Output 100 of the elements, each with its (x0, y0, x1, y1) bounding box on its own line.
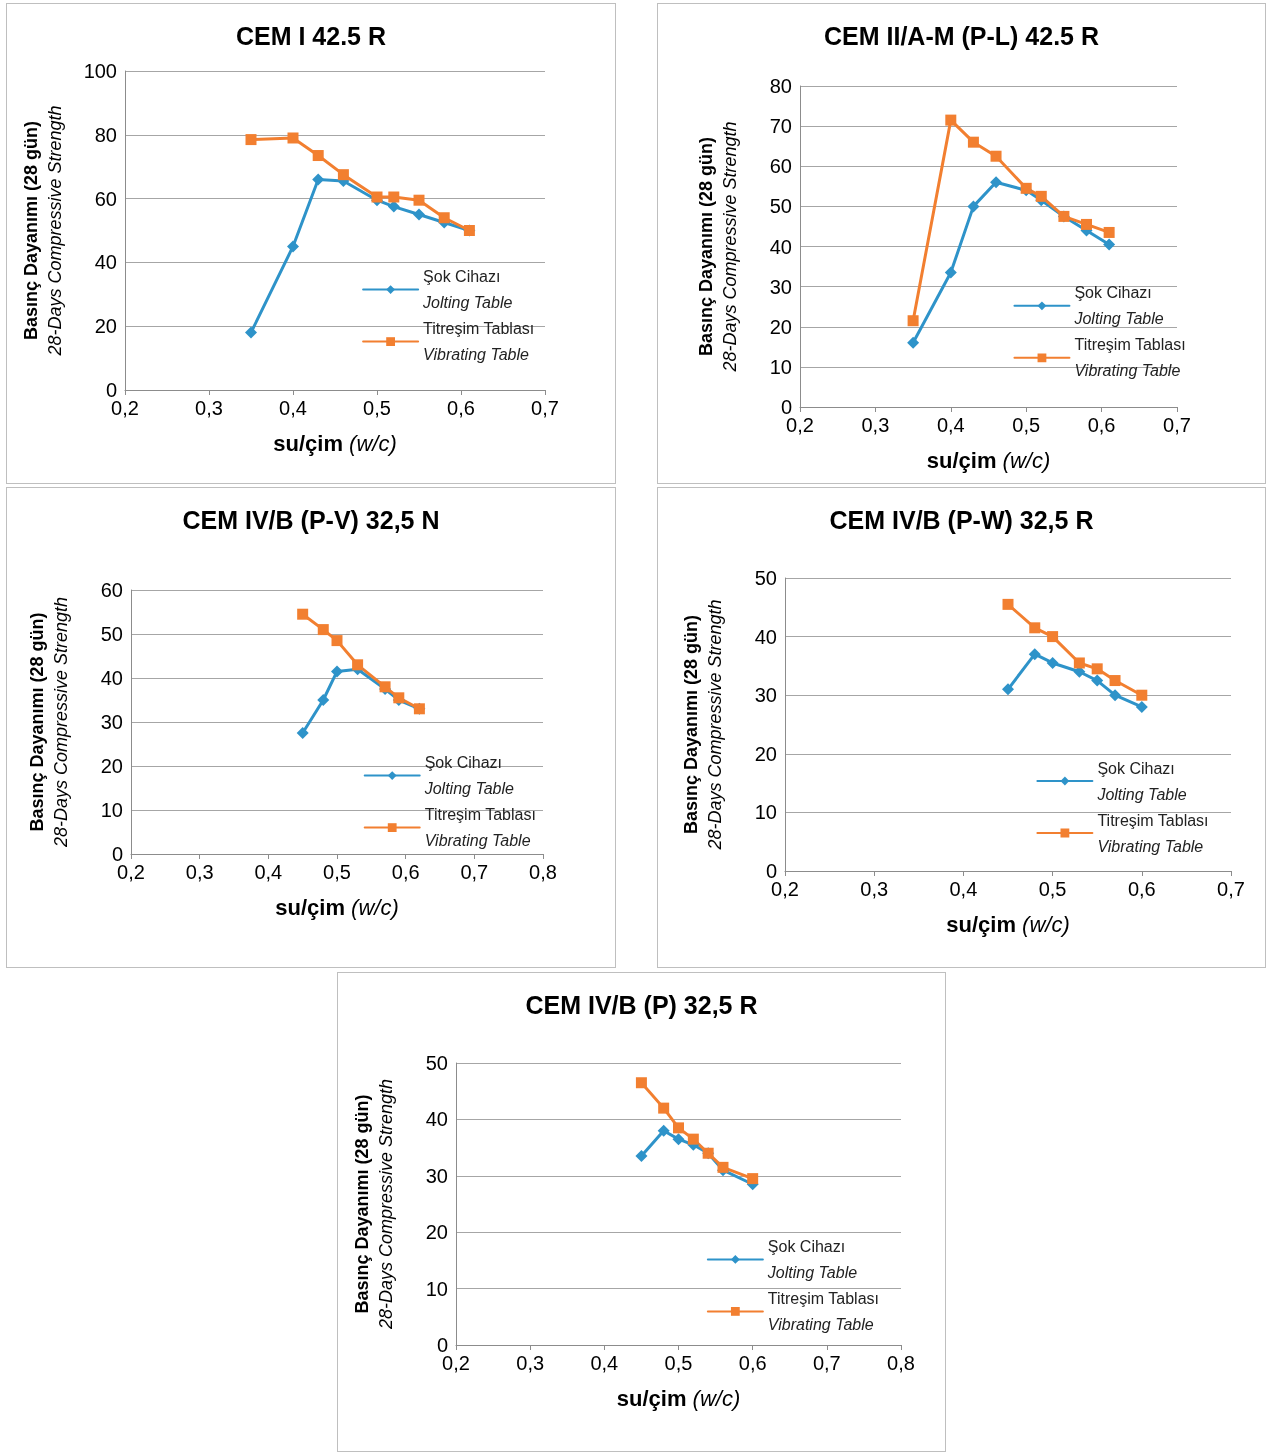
chart-title: CEM IV/B (P-V) 32,5 N (182, 505, 440, 534)
legend-label: Şok Cihazı Jolting Table (1096, 759, 1187, 803)
point (1091, 663, 1103, 675)
y-tick-label: 10 (769, 355, 792, 378)
x-tick-label: 0,6 (738, 1352, 767, 1374)
point (944, 266, 957, 279)
y-tick-label: 10 (425, 1277, 448, 1300)
y-tick-label: 30 (425, 1164, 448, 1187)
y-tick-label: 60 (100, 579, 123, 601)
x-tick-label: 0,5 (1012, 414, 1041, 436)
point (945, 114, 957, 126)
point (438, 212, 450, 224)
x-tick-label: 0,5 (664, 1352, 693, 1374)
x-tick-label: 0,3 (195, 397, 223, 419)
x-tick-label: 0,6 (1087, 414, 1116, 436)
point (1091, 674, 1104, 687)
point (1035, 190, 1047, 202)
point (658, 1102, 670, 1114)
y-tick-label: 80 (94, 123, 117, 146)
point (312, 150, 324, 162)
point (245, 326, 257, 339)
x-tick-label: 0,7 (1217, 878, 1245, 900)
y-tick-label: 50 (425, 1052, 448, 1074)
x-tick-label: 0,4 (936, 414, 965, 436)
point (672, 1133, 685, 1146)
point (1135, 700, 1148, 713)
point (1028, 648, 1041, 661)
chart-title: CEM II/A-M (P-L) 42.5 R (823, 21, 1100, 50)
x-tick-label: 0,6 (1127, 878, 1156, 900)
x-axis-title: su/çim (w/c) (275, 894, 399, 920)
point (297, 608, 309, 620)
legend-label: Şok Cihazı Jolting Table (423, 754, 515, 798)
y-tick-label: 70 (769, 115, 792, 138)
x-tick-label: 0,6 (447, 397, 475, 419)
point (1103, 226, 1115, 238)
point (1109, 689, 1122, 702)
point (287, 132, 299, 144)
point (296, 727, 309, 739)
x-tick-label: 0,4 (949, 878, 978, 900)
x-axis-title: su/çim (w/c) (273, 430, 397, 456)
y-tick-label: 50 (754, 567, 777, 589)
point (1136, 689, 1148, 701)
x-tick-label: 0,7 (460, 861, 489, 883)
point (717, 1161, 729, 1173)
y-tick-label: 30 (769, 275, 792, 298)
point (990, 176, 1003, 189)
legend-label: Titreşim Tablası Vibrating Table (767, 1289, 879, 1333)
x-tick-label: 0,3 (516, 1352, 545, 1374)
chart-title: CEM I 42.5 R (235, 21, 387, 50)
legend-label: Titreşim Tablası Vibrating Table (1074, 336, 1186, 380)
y-tick-label: 40 (100, 667, 123, 689)
chart-title: CEM IV/B (P) 32,5 R (525, 990, 758, 1019)
x-tick-label: 0,4 (590, 1352, 619, 1374)
y-tick-label: 60 (769, 155, 792, 178)
legend-label: Şok Cihazı Jolting Table (766, 1237, 858, 1281)
y-tick-label: 50 (100, 623, 123, 645)
point (1109, 675, 1121, 687)
legend-label: Titreşim Tablası Vibrating Table (1097, 811, 1209, 855)
y-tick-label: 40 (769, 235, 792, 258)
y-tick-label: 20 (425, 1221, 448, 1244)
point (337, 169, 349, 181)
legend-label: Şok Cihazı Jolting Table (1073, 284, 1164, 328)
point (1081, 218, 1093, 230)
point (907, 315, 919, 327)
x-tick-label: 0,4 (254, 861, 283, 883)
x-tick-label: 0,8 (529, 861, 557, 883)
chart-title: CEM IV/B (P-W) 32,5 R (829, 505, 1094, 534)
y-axis-title: Basınç Dayanımı (28 gün) 28-Days Compressive Strength (681, 599, 725, 851)
point (673, 1122, 684, 1134)
y-tick-label: 60 (94, 187, 117, 210)
legend-label: Şok Cihazı Jolting Table (422, 268, 513, 312)
point (371, 191, 383, 203)
point (331, 665, 343, 678)
legend-label: Titreşim Tablası Vibrating Table (424, 806, 536, 850)
x-tick-label: 0,7 (531, 397, 559, 419)
y-axis-title: Basınç Dayanımı (28 gün) 28-Days Compressive Strength (27, 596, 71, 849)
point (317, 694, 330, 706)
point (331, 635, 343, 647)
point (1002, 598, 1014, 610)
point (287, 240, 299, 253)
point (1047, 631, 1059, 643)
x-tick-label: 0,3 (861, 414, 890, 436)
x-tick-label: 0,5 (323, 861, 351, 883)
x-tick-label: 0,6 (391, 861, 420, 883)
point (967, 200, 980, 213)
y-tick-label: 40 (425, 1108, 448, 1131)
y-tick-label: 20 (754, 742, 777, 765)
point (990, 150, 1002, 162)
y-tick-label: 30 (754, 684, 777, 707)
y-tick-label: 40 (754, 625, 777, 648)
y-tick-label: 20 (100, 755, 123, 777)
y-tick-label: 50 (769, 195, 792, 218)
y-tick-label: 20 (769, 315, 792, 338)
y-axis-title: Basınç Dayanımı (28 gün) 28-Days Compressive Strength (21, 105, 65, 357)
y-tick-label: 10 (100, 799, 123, 821)
y-tick-label: 30 (100, 711, 123, 733)
point (907, 336, 920, 349)
point (352, 659, 364, 671)
point (747, 1173, 759, 1185)
legend-label: Titreşim Tablası Vibrating Table (423, 320, 535, 364)
